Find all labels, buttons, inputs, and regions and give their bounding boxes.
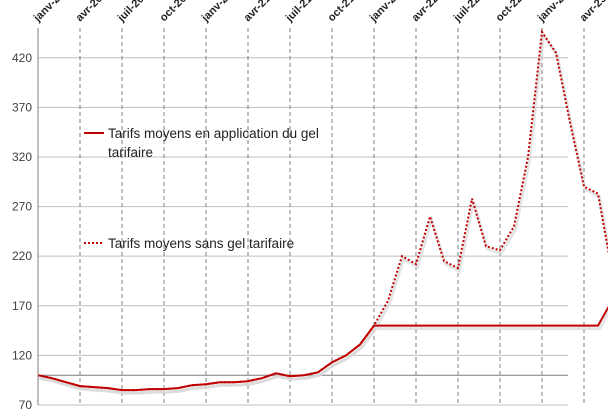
x-tick-label: juil-20: [115, 0, 147, 25]
x-tick-label: janv-22: [367, 0, 403, 25]
series-line-gel: [37, 305, 608, 392]
x-tick-label: oct-20: [158, 0, 189, 24]
y-tick-label: 270: [12, 200, 32, 214]
y-tick-label: 220: [12, 249, 32, 263]
legend-label-sans-gel: Tarifs moyens sans gel tarifaire: [108, 236, 294, 251]
x-tick-label: janv-21: [199, 0, 235, 25]
legend: Tarifs moyens en application du gel tari…: [84, 126, 319, 251]
series-shadow: [39, 310, 608, 395]
series-line-sans-gel: [37, 29, 608, 392]
y-tick-label: 320: [12, 150, 32, 164]
y-tick-label: 70: [19, 398, 33, 412]
x-tick-label: avr-21: [242, 0, 273, 24]
x-tick-label: janv-20: [31, 0, 67, 25]
y-tick-label: 170: [12, 299, 32, 313]
legend-label-gel-line2: tarifaire: [108, 145, 153, 160]
x-tick-label: juil-22: [451, 0, 483, 25]
x-tick-label: oct-22: [494, 0, 525, 24]
legend-label-gel-line1: Tarifs moyens en application du gel: [108, 126, 319, 141]
y-tick-label: 120: [12, 348, 32, 362]
series-shadow: [39, 30, 608, 395]
x-tick-label: avr-23: [578, 0, 608, 24]
y-tick-label: 370: [12, 100, 32, 114]
x-tick-label: juil-21: [283, 0, 315, 25]
grid-layer: [37, 28, 585, 406]
shadow-layer: [39, 30, 608, 395]
y-tick-label: 420: [12, 51, 32, 65]
x-tick-label: oct-21: [326, 0, 357, 24]
x-tick-label: avr-22: [410, 0, 441, 24]
x-tick-label: avr-20: [74, 0, 105, 24]
x-tick-label: janv-23: [535, 0, 571, 25]
series-layer: [37, 29, 608, 392]
